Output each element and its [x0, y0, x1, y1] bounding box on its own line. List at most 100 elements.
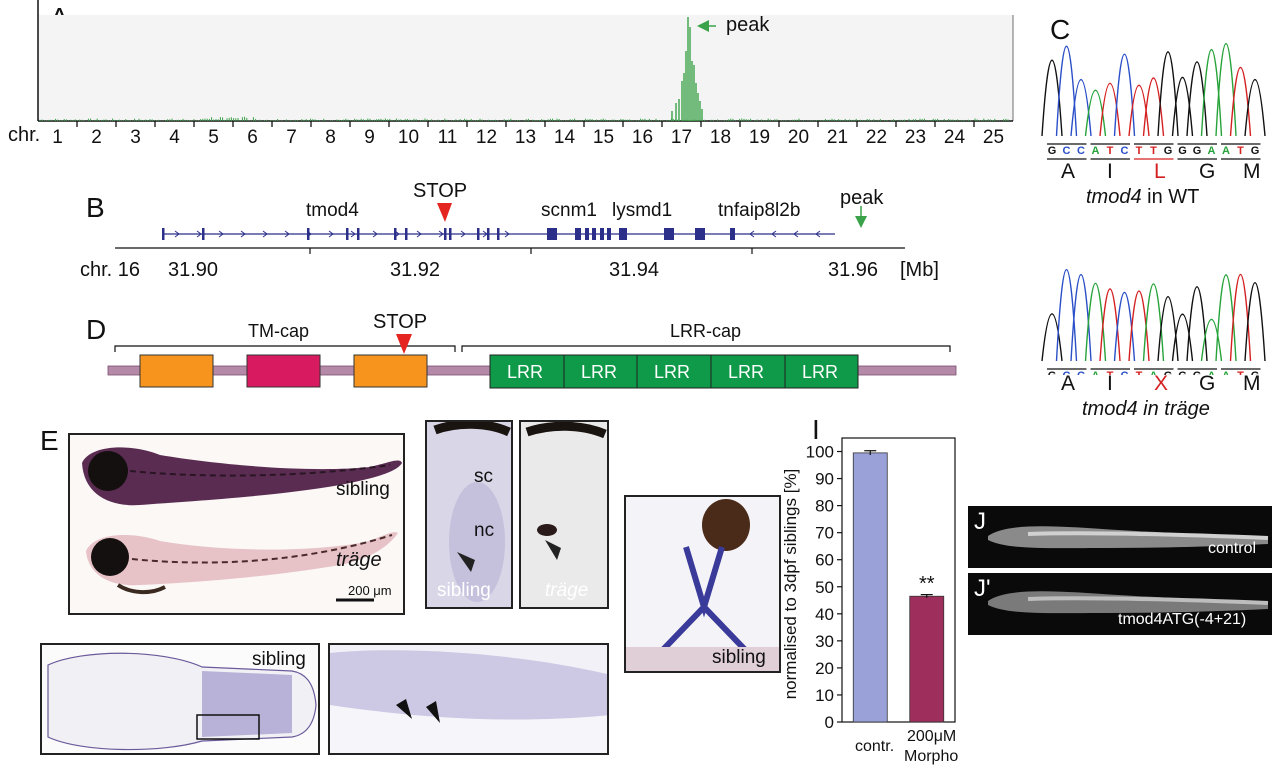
lrr-cap-label: LRR-cap	[670, 321, 742, 341]
chromosome-label-11: 11	[438, 127, 458, 148]
peak-arrow-b	[855, 206, 867, 228]
label-morpholino: tmod4ATG(-4+21)	[1118, 611, 1247, 628]
chr-prefix-a: chr.	[8, 124, 41, 146]
base-call: C	[1063, 370, 1071, 375]
chromosome-label-22: 22	[866, 127, 887, 148]
peak-label-a: peak	[726, 14, 770, 36]
label-nc: nc	[474, 520, 495, 541]
y-tick-70: 70	[815, 524, 834, 543]
chromosome-label-14: 14	[554, 127, 576, 148]
axis-tick-31-90: 31.90	[168, 259, 219, 281]
panel-label-i: I	[812, 414, 820, 445]
y-tick-30: 30	[815, 632, 834, 651]
panel-g-section: sibling	[40, 643, 320, 755]
aa-wt-3: L	[1154, 160, 1166, 183]
chromosome-label-20: 20	[788, 127, 809, 148]
y-axis-label-i: normalised to 3dpf siblings [%]	[781, 468, 800, 700]
base-call: G	[1048, 145, 1057, 157]
significance-marker: **	[919, 573, 935, 595]
base-call: T	[1136, 370, 1143, 375]
chromosome-label-5: 5	[208, 127, 219, 148]
chromosome-label-7: 7	[286, 127, 297, 148]
label-trage-e: träge	[336, 549, 382, 571]
chromosome-label-1: 1	[52, 127, 63, 148]
base-call: C	[1063, 145, 1071, 157]
y-tick-50: 50	[815, 578, 834, 597]
panel-b-gene-map	[115, 203, 905, 254]
base-call: A	[1222, 145, 1230, 157]
bar-0	[852, 452, 888, 723]
panel-i-bar-chart: 0 10 20 30 40 50 60 70 80 90 100 **	[806, 437, 956, 732]
base-call: A	[1208, 145, 1216, 157]
label-sibling-f: sibling	[437, 580, 491, 601]
chromosome-label-21: 21	[827, 127, 848, 148]
base-call: G	[1251, 370, 1260, 375]
base-call: A	[1222, 370, 1230, 375]
base-call: A	[1150, 370, 1158, 375]
chromosome-ticks	[76, 121, 975, 127]
axis-tick-31-96: 31.96	[828, 259, 879, 281]
bar-1	[909, 595, 945, 723]
chromosome-label-23: 23	[905, 127, 926, 148]
y-tick-20: 20	[815, 659, 834, 678]
panel-f-prime-section-trage: träge	[519, 420, 609, 609]
gene-label-tnfaip8l2b: tnfaip8l2b	[718, 200, 801, 221]
base-call: T	[1237, 370, 1244, 375]
peak-arrow-a	[697, 20, 716, 32]
chromosome-label-8: 8	[325, 127, 336, 148]
gene-label-tmod4: tmod4	[306, 200, 359, 221]
base-call: C	[1121, 145, 1129, 157]
peak-label-b: peak	[840, 187, 884, 209]
caption-wt: tmod4 in WT	[1086, 186, 1199, 209]
axis-tick-31-94: 31.94	[609, 259, 660, 281]
aa-wt-2: I	[1107, 160, 1113, 183]
lrr-box-labels: LRR LRR LRR LRR LRR	[490, 362, 858, 386]
caption-mut-rest: in träge	[1137, 398, 1210, 420]
panel-label-j: J	[974, 508, 986, 535]
panel-a-manhattan-plot: 1 2 3 4 5 6 7 8 9 10 11 12 13 14 15 16 17 18 19 20 21 22 23 24 2…	[37, 0, 1014, 148]
category-morpho-1: 200μM	[907, 728, 957, 745]
chromosome-label-12: 12	[476, 127, 497, 148]
chromosome-label-6: 6	[247, 127, 258, 148]
chr16-label: chr. 16	[80, 259, 141, 281]
label-sc: sc	[474, 466, 493, 487]
chromosome-label-3: 3	[130, 127, 141, 148]
base-call: C	[1121, 370, 1129, 375]
base-call: G	[1048, 370, 1057, 375]
base-call: C	[1077, 145, 1085, 157]
panel-j-fluorescence: J control	[968, 506, 1272, 568]
y-tick-10: 10	[815, 686, 834, 705]
y-tick-40: 40	[815, 605, 834, 624]
label-sibling-g: sibling	[252, 649, 306, 670]
aa-row-mutant: A I X G M	[1045, 372, 1270, 396]
gene-structures	[162, 228, 821, 240]
base-call: G	[1164, 370, 1173, 375]
caption-mut-gene: tmod4	[1082, 398, 1138, 420]
caption-wt-rest: in WT	[1141, 186, 1200, 208]
aa-mut-2: I	[1107, 372, 1113, 395]
panel-label-c: C	[1050, 14, 1071, 45]
panel-f-section-sibling: sc nc sibling	[425, 420, 513, 609]
aa-mut-5: M	[1243, 372, 1261, 395]
chromosome-label-15: 15	[593, 127, 614, 148]
aa-mut-3: X	[1154, 372, 1169, 395]
category-contr: contr.	[855, 738, 895, 755]
base-call: T	[1107, 370, 1114, 375]
lrr-5: LRR	[802, 362, 839, 382]
axis-tick-31-92: 31.92	[390, 259, 441, 281]
base-call: A	[1208, 370, 1216, 375]
base-call: C	[1077, 370, 1085, 375]
caption-mutant: tmod4 in träge	[1082, 398, 1210, 421]
panel-g-prime-detail	[328, 643, 609, 755]
tm-domain-3	[353, 354, 428, 388]
base-call: A	[1092, 145, 1100, 157]
base-call: G	[1164, 145, 1173, 157]
chromosome-label-9: 9	[364, 127, 375, 148]
chromosome-label-2: 2	[91, 127, 102, 148]
chromosome-label-24: 24	[944, 127, 966, 148]
scale-bar-e: 200 μm	[348, 583, 392, 598]
panel-d-domain-diagram	[107, 334, 957, 389]
lrr-4: LRR	[728, 362, 765, 382]
caption-wt-gene: tmod4	[1086, 186, 1142, 208]
